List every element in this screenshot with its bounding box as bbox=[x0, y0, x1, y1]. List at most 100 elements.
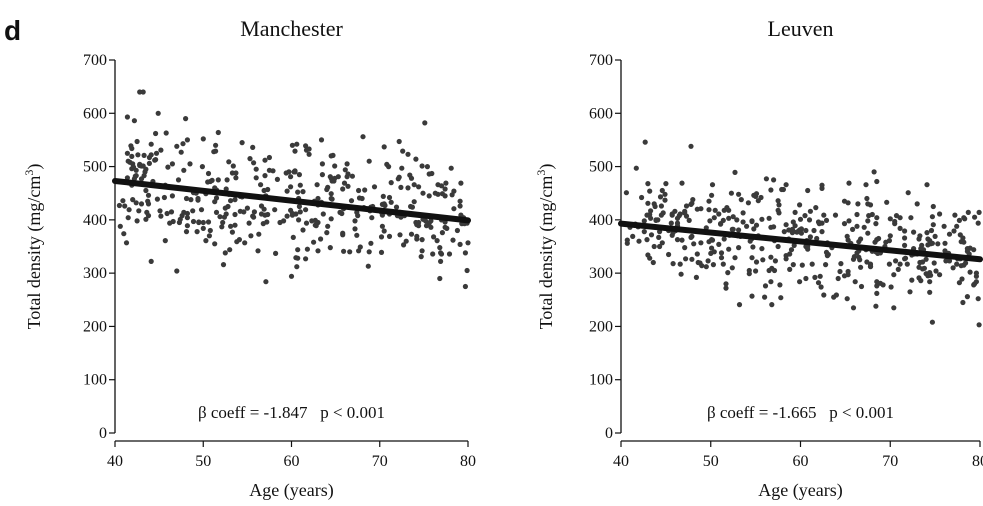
data-point bbox=[314, 182, 320, 188]
data-point bbox=[131, 118, 137, 124]
data-point bbox=[651, 243, 657, 250]
data-point bbox=[304, 246, 310, 252]
data-point bbox=[788, 247, 795, 253]
data-point bbox=[168, 209, 175, 215]
data-point bbox=[266, 154, 272, 161]
data-point bbox=[457, 198, 463, 204]
data-point bbox=[116, 202, 122, 209]
data-point bbox=[781, 229, 787, 235]
data-point bbox=[251, 214, 257, 220]
data-point bbox=[931, 260, 937, 266]
data-point bbox=[855, 201, 861, 207]
data-point bbox=[927, 279, 933, 285]
data-point bbox=[688, 143, 694, 149]
data-point bbox=[199, 164, 205, 170]
data-point bbox=[911, 229, 917, 235]
data-point bbox=[679, 180, 685, 186]
data-point bbox=[712, 207, 718, 213]
y-tick-label: 0 bbox=[605, 425, 613, 442]
data-point bbox=[959, 276, 965, 282]
y-axis-label-sup: 3 bbox=[534, 170, 548, 176]
data-point bbox=[296, 217, 302, 223]
x-tick-label: 40 bbox=[107, 453, 123, 470]
data-point bbox=[239, 140, 245, 146]
data-point bbox=[776, 202, 782, 208]
data-point bbox=[858, 283, 865, 290]
data-point bbox=[937, 272, 943, 278]
data-point bbox=[744, 223, 750, 229]
data-point bbox=[122, 203, 128, 209]
data-point bbox=[813, 205, 819, 211]
data-point bbox=[907, 289, 913, 295]
data-point bbox=[942, 240, 948, 246]
data-point bbox=[359, 195, 365, 202]
data-point bbox=[205, 170, 212, 177]
data-point bbox=[835, 275, 841, 282]
data-point bbox=[961, 215, 967, 221]
data-point bbox=[803, 227, 809, 234]
data-point bbox=[253, 166, 259, 172]
data-point bbox=[319, 172, 325, 178]
data-point bbox=[388, 180, 394, 186]
data-point bbox=[803, 275, 809, 282]
scatter-points bbox=[116, 89, 471, 290]
data-point bbox=[818, 284, 824, 290]
data-point bbox=[792, 209, 798, 215]
data-point bbox=[904, 261, 910, 267]
data-point bbox=[217, 214, 223, 220]
data-point bbox=[954, 261, 960, 267]
data-point bbox=[929, 214, 936, 220]
data-point bbox=[183, 229, 190, 235]
data-point bbox=[416, 184, 422, 190]
data-point bbox=[918, 246, 924, 252]
data-point bbox=[799, 262, 805, 268]
x-tick-label: 80 bbox=[972, 453, 983, 470]
data-point bbox=[823, 249, 830, 255]
data-point bbox=[814, 235, 820, 242]
data-point bbox=[694, 251, 700, 257]
data-point bbox=[236, 237, 242, 243]
data-point bbox=[723, 285, 729, 291]
data-point bbox=[263, 279, 269, 285]
data-point bbox=[941, 223, 947, 229]
data-point bbox=[965, 209, 971, 215]
data-point bbox=[428, 224, 434, 230]
data-point bbox=[303, 207, 309, 213]
data-point bbox=[683, 203, 690, 209]
data-point bbox=[438, 183, 445, 189]
data-point bbox=[650, 259, 656, 266]
data-point bbox=[195, 197, 201, 203]
data-point bbox=[294, 141, 300, 147]
y-tick-label: 700 bbox=[589, 52, 613, 69]
data-point bbox=[281, 218, 287, 224]
data-point bbox=[244, 205, 250, 211]
data-point bbox=[397, 232, 403, 238]
data-point bbox=[683, 256, 689, 262]
data-point bbox=[956, 280, 963, 286]
x-tick-label: 60 bbox=[284, 453, 300, 470]
data-point bbox=[255, 248, 261, 254]
y-tick-label: 200 bbox=[83, 318, 107, 335]
data-point bbox=[883, 239, 889, 245]
data-point bbox=[657, 194, 664, 200]
data-point bbox=[340, 186, 346, 192]
data-point bbox=[145, 198, 151, 204]
data-point bbox=[812, 274, 818, 280]
data-point bbox=[841, 221, 848, 227]
data-point bbox=[942, 248, 948, 254]
data-point bbox=[117, 223, 123, 229]
data-point bbox=[648, 215, 654, 221]
data-point bbox=[917, 259, 923, 266]
data-point bbox=[639, 194, 645, 201]
y-tick-label: 500 bbox=[589, 159, 613, 176]
data-point bbox=[728, 190, 735, 196]
data-point bbox=[215, 177, 221, 183]
data-point bbox=[341, 180, 348, 186]
data-point bbox=[790, 262, 796, 268]
data-point bbox=[718, 221, 724, 227]
data-point bbox=[854, 223, 860, 229]
data-point bbox=[844, 233, 850, 239]
data-point bbox=[403, 238, 409, 244]
data-point bbox=[178, 149, 184, 155]
data-point bbox=[180, 141, 186, 147]
